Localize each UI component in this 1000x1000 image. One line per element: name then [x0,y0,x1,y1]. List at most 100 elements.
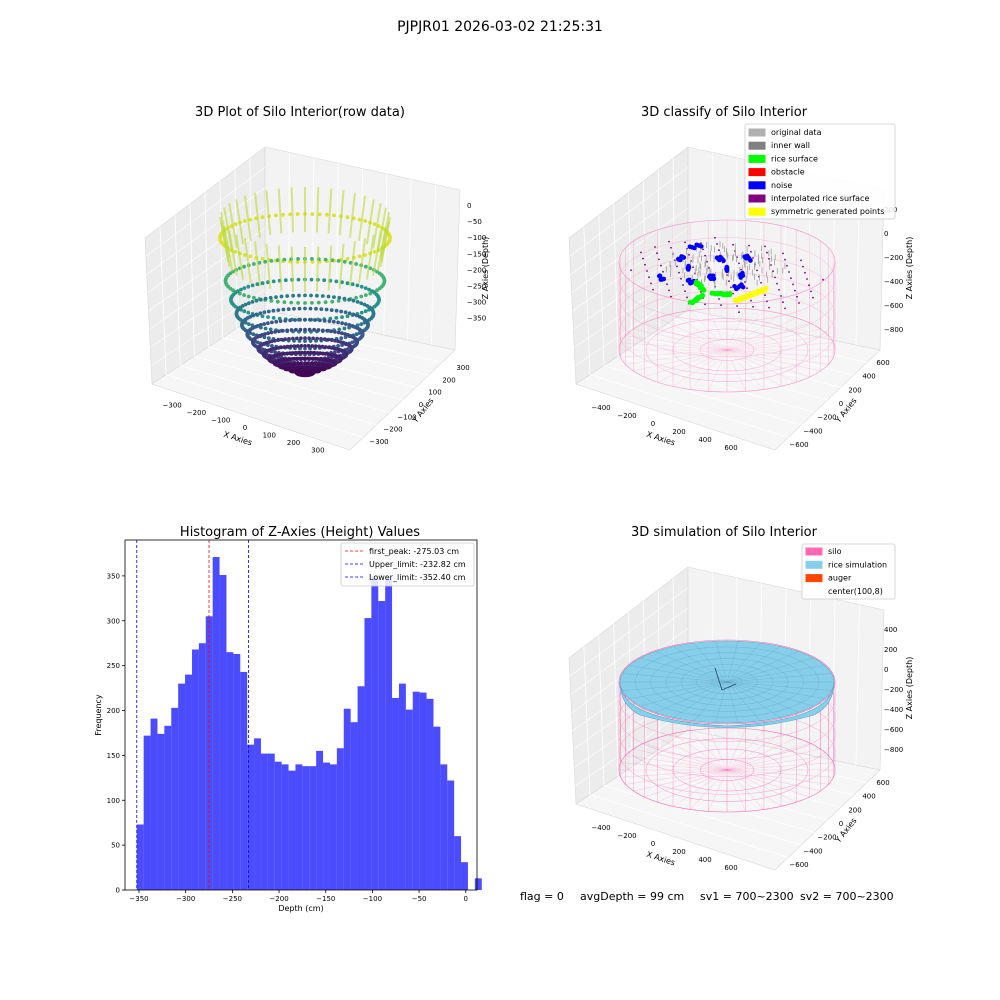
simulation-z-tick-3: −200 [884,686,903,694]
raw-point [292,344,297,348]
classify-y-tick-0: −600 [789,441,808,449]
raw-point [311,370,316,375]
footer: flag = 0 avgDepth = 99 cm sv1 = 700~2300… [520,890,894,903]
plot-3d-classify: 3D classify of Silo Interior −400−200020… [568,105,914,452]
raw-point [320,294,325,298]
raw-point [339,336,344,341]
raw-point [246,301,251,306]
simulation-mesh-spoke [726,657,814,683]
raw-point [312,350,317,355]
raw-point [382,277,387,281]
simulation-legend-swatch-3 [806,587,822,595]
raw-point [359,310,364,315]
classify-interpolated-point [726,274,728,276]
raw-point [319,337,323,341]
histogram-bar [302,766,310,890]
histogram-bar [461,862,468,890]
raw-point-column [243,195,252,241]
raw-point-column [338,190,345,236]
simulation-rice-surface [619,640,835,728]
raw-point [310,301,314,305]
raw-point [325,212,329,217]
raw-point [363,286,368,290]
simulation-z-tick-2: 0 [884,666,888,674]
raw-x-tick-1: −200 [187,409,206,417]
classify-noise-point [657,273,663,279]
classify-interpolated-point [714,236,716,239]
raw-point [271,316,276,320]
classify-x-tick-4: 400 [698,436,711,444]
raw-point [246,284,251,289]
raw-point [291,293,295,298]
raw-point [326,294,331,299]
simulation-y-axis-label: Y Axies [833,816,859,845]
raw-point [322,278,327,283]
classify-interpolated-point [756,269,758,272]
raw-point-column [290,187,295,233]
raw-point [309,350,314,355]
raw-point-column [223,207,234,253]
simulation-y-tick-3: 0 [839,820,843,828]
raw-point [258,323,263,327]
raw-point [344,351,348,356]
raw-point-column [243,238,252,284]
raw-point-column [219,216,230,263]
simulation-mesh-spoke [726,681,799,713]
simulation-y-tick-1: −400 [803,847,822,855]
raw-point [297,293,301,298]
simulation-mesh-spoke [726,681,781,718]
histogram-bar [191,649,199,890]
simulation-z-tick-4: −400 [884,706,903,714]
raw-point [303,327,307,332]
raw-point [281,307,286,312]
classify-interpolated-point [700,242,702,245]
raw-point [357,217,362,222]
raw-point [309,277,314,282]
classify-x-tick-1: −200 [617,412,636,420]
raw-point [252,295,256,300]
raw-point [242,309,247,314]
simulation-auger [714,667,737,691]
classify-interpolated-point [656,252,658,255]
raw-point [355,339,359,343]
raw-point [372,249,377,254]
histogram-bar [336,748,344,890]
raw-point [303,301,307,305]
raw-point [354,262,358,266]
histogram-bar [350,722,358,890]
raw-point [274,213,278,218]
classify-interpolated-point [744,281,746,283]
raw-point [276,338,281,342]
classify-interpolated-point [718,298,720,300]
classify-y-tick-2: −200 [817,414,836,422]
raw-point [275,299,280,304]
classify-noise-point [685,265,691,270]
classify-interpolated-point [668,240,670,243]
classify-legend-swatch-4 [748,181,766,190]
raw-y-tick-1: −200 [383,426,402,434]
classify-interpolated-point [716,243,718,245]
classify-interpolated-point [684,290,686,293]
histogram-y-tick-0: 0 [116,887,120,895]
raw-point [271,308,276,313]
classify-legend-swatch-2 [748,154,766,163]
classify-interpolated-point [768,257,770,260]
raw-point [255,324,260,328]
histogram-bar [398,683,406,890]
raw-point [305,361,310,366]
raw-point [332,213,336,218]
raw-point [243,253,247,257]
histogram-bar [385,579,393,890]
histogram-x-tick-4: −150 [316,895,335,903]
raw-point [339,309,344,314]
raw-point [327,319,332,323]
classify-noise-point [661,276,667,282]
classify-interpolated-point [768,306,770,309]
histogram-bar [240,671,248,890]
raw-point [364,264,368,269]
raw-point [243,219,247,223]
histogram-legend-label-0: first_peak: -275.03 cm [369,547,459,556]
raw-point [287,337,291,341]
raw-point [323,257,328,262]
raw-point [281,212,285,217]
